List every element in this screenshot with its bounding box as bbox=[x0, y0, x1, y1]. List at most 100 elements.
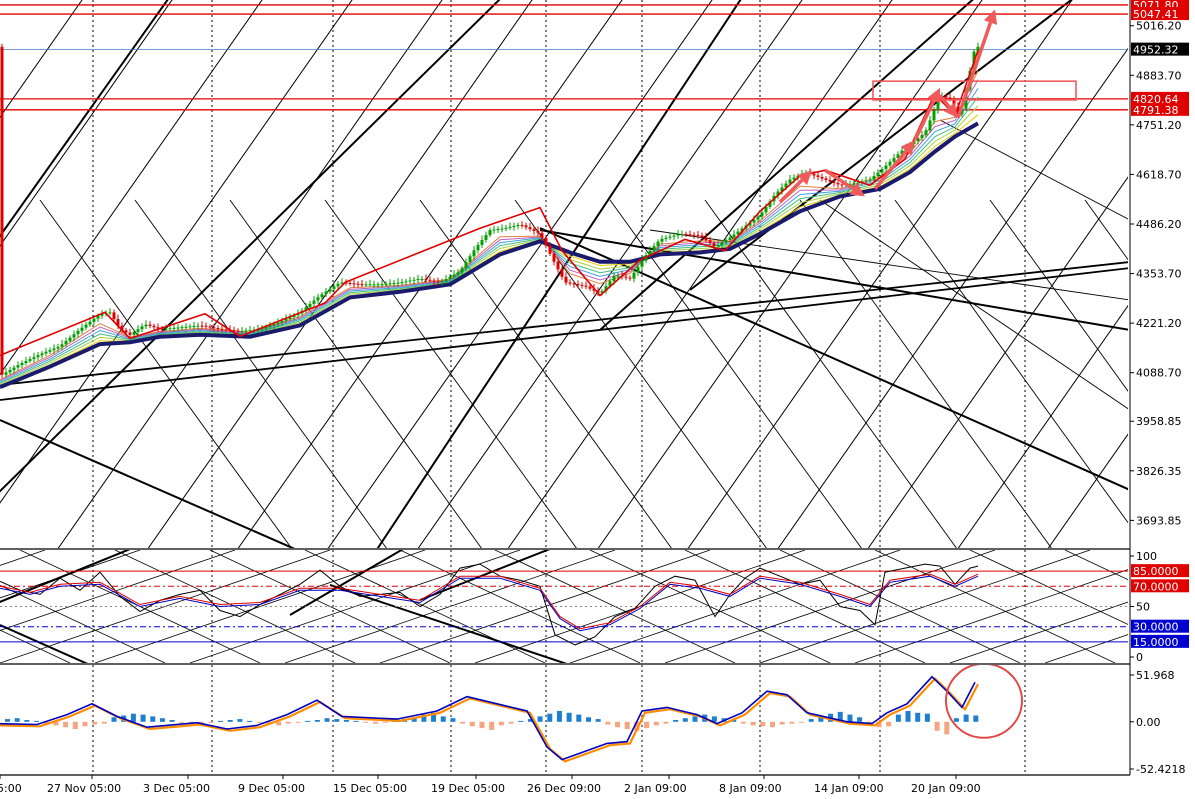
candle-body bbox=[476, 245, 480, 251]
down-channel-line bbox=[229, 199, 482, 548]
histogram-bar bbox=[198, 721, 204, 724]
time-label: 15 Dec 05:00 bbox=[333, 782, 407, 795]
candle-body bbox=[240, 330, 244, 332]
histogram-bar bbox=[256, 721, 262, 723]
price-level-label-bg bbox=[1131, 7, 1189, 21]
candle-body bbox=[824, 178, 828, 180]
osc-channel-line bbox=[1044, 634, 1128, 663]
trend-arrow-head bbox=[900, 140, 915, 156]
candle-body bbox=[176, 327, 180, 329]
candle-body bbox=[884, 165, 888, 170]
candle-body bbox=[372, 284, 376, 286]
osc-level-label-bg bbox=[1131, 634, 1189, 648]
histogram-bar bbox=[731, 719, 737, 722]
histogram-bar bbox=[634, 721, 640, 731]
candle-body bbox=[456, 272, 460, 275]
candle-body bbox=[916, 138, 920, 142]
candle-body bbox=[900, 150, 904, 155]
candle-body bbox=[812, 173, 816, 176]
down-channel-line bbox=[419, 199, 672, 548]
candle-body bbox=[236, 330, 240, 332]
time-label: 19 Dec 05:00 bbox=[431, 782, 505, 795]
price-level-label-bg bbox=[1131, 102, 1189, 116]
histogram-bar bbox=[857, 717, 863, 722]
signal-line bbox=[0, 677, 979, 763]
histogram-bar bbox=[363, 721, 369, 723]
candle-body bbox=[8, 369, 12, 373]
candle-body bbox=[676, 234, 680, 236]
candle-body bbox=[580, 284, 584, 286]
histogram-bar bbox=[227, 719, 233, 722]
histogram-bar bbox=[43, 721, 49, 724]
histogram-bar bbox=[692, 716, 698, 722]
histogram-bar bbox=[101, 721, 107, 724]
candle-body bbox=[56, 346, 60, 349]
candle-body bbox=[304, 307, 308, 311]
candle-body bbox=[160, 328, 164, 330]
price-tick-label: 4088.70 bbox=[1136, 367, 1182, 380]
histogram-bar bbox=[566, 712, 572, 722]
osc-line bbox=[0, 573, 979, 630]
channel-line bbox=[777, 47, 1128, 548]
candle-body bbox=[588, 286, 592, 289]
candle-body bbox=[376, 284, 380, 286]
candle-body bbox=[864, 180, 868, 182]
histogram-bar bbox=[818, 716, 824, 722]
price-tick-label: 4618.70 bbox=[1136, 168, 1182, 181]
candle-body bbox=[828, 179, 832, 182]
histogram-bar bbox=[944, 721, 950, 735]
histogram-bar bbox=[585, 717, 591, 722]
channel-line-bold bbox=[0, 0, 169, 238]
candle-body bbox=[196, 325, 200, 327]
candle-body bbox=[728, 237, 732, 241]
down-channel-line bbox=[609, 199, 862, 548]
down-channel-line bbox=[894, 199, 1128, 524]
candle-body bbox=[696, 235, 700, 237]
osc-channel-line bbox=[1064, 550, 1128, 581]
price-level-label: 5047.41 bbox=[1133, 8, 1179, 21]
candle-body bbox=[436, 281, 440, 283]
candle-body bbox=[760, 212, 764, 217]
osc-level-label-bg bbox=[1131, 579, 1189, 593]
histogram-bar bbox=[934, 721, 940, 731]
histogram-bar bbox=[556, 710, 562, 722]
candle-body bbox=[280, 320, 284, 323]
candle-body bbox=[88, 321, 92, 325]
osc-level-label-bg bbox=[1131, 619, 1189, 633]
osc-trend-line-bold bbox=[0, 550, 131, 603]
candle-body bbox=[572, 283, 576, 285]
histogram-bar bbox=[218, 720, 224, 722]
time-label: 20 Jan 09:00 bbox=[911, 782, 981, 795]
histogram-bar bbox=[576, 714, 582, 722]
macd-line bbox=[0, 675, 976, 761]
osc-tick-label: 100 bbox=[1136, 550, 1157, 563]
candle-body bbox=[504, 227, 508, 229]
candle-body bbox=[172, 327, 176, 329]
candle-body bbox=[452, 274, 456, 277]
candle-body bbox=[632, 272, 636, 279]
price-panel[interactable] bbox=[0, 0, 1195, 560]
candle-body bbox=[136, 329, 140, 332]
histogram-panel[interactable] bbox=[0, 664, 1023, 763]
histogram-bar bbox=[169, 719, 175, 722]
candle-body bbox=[628, 277, 632, 279]
candle-body bbox=[608, 281, 612, 287]
candle-body bbox=[368, 284, 372, 286]
oscillator-panel[interactable] bbox=[0, 545, 1195, 665]
candle-body bbox=[204, 325, 208, 327]
histogram-bar bbox=[5, 719, 10, 722]
trend-arrow-shaft bbox=[913, 99, 936, 142]
trend-arrow-shaft bbox=[778, 178, 804, 204]
osc-level-label: 15.0000 bbox=[1133, 636, 1179, 649]
candle-body bbox=[180, 327, 184, 329]
candle-body bbox=[128, 332, 132, 335]
candle-body bbox=[64, 340, 68, 345]
down-channel-line bbox=[989, 199, 1128, 392]
histogram-bar bbox=[779, 721, 785, 725]
candle-body bbox=[248, 330, 252, 332]
channel-line bbox=[1047, 433, 1128, 548]
histogram-bar bbox=[498, 721, 504, 726]
channel-line bbox=[0, 0, 263, 376]
